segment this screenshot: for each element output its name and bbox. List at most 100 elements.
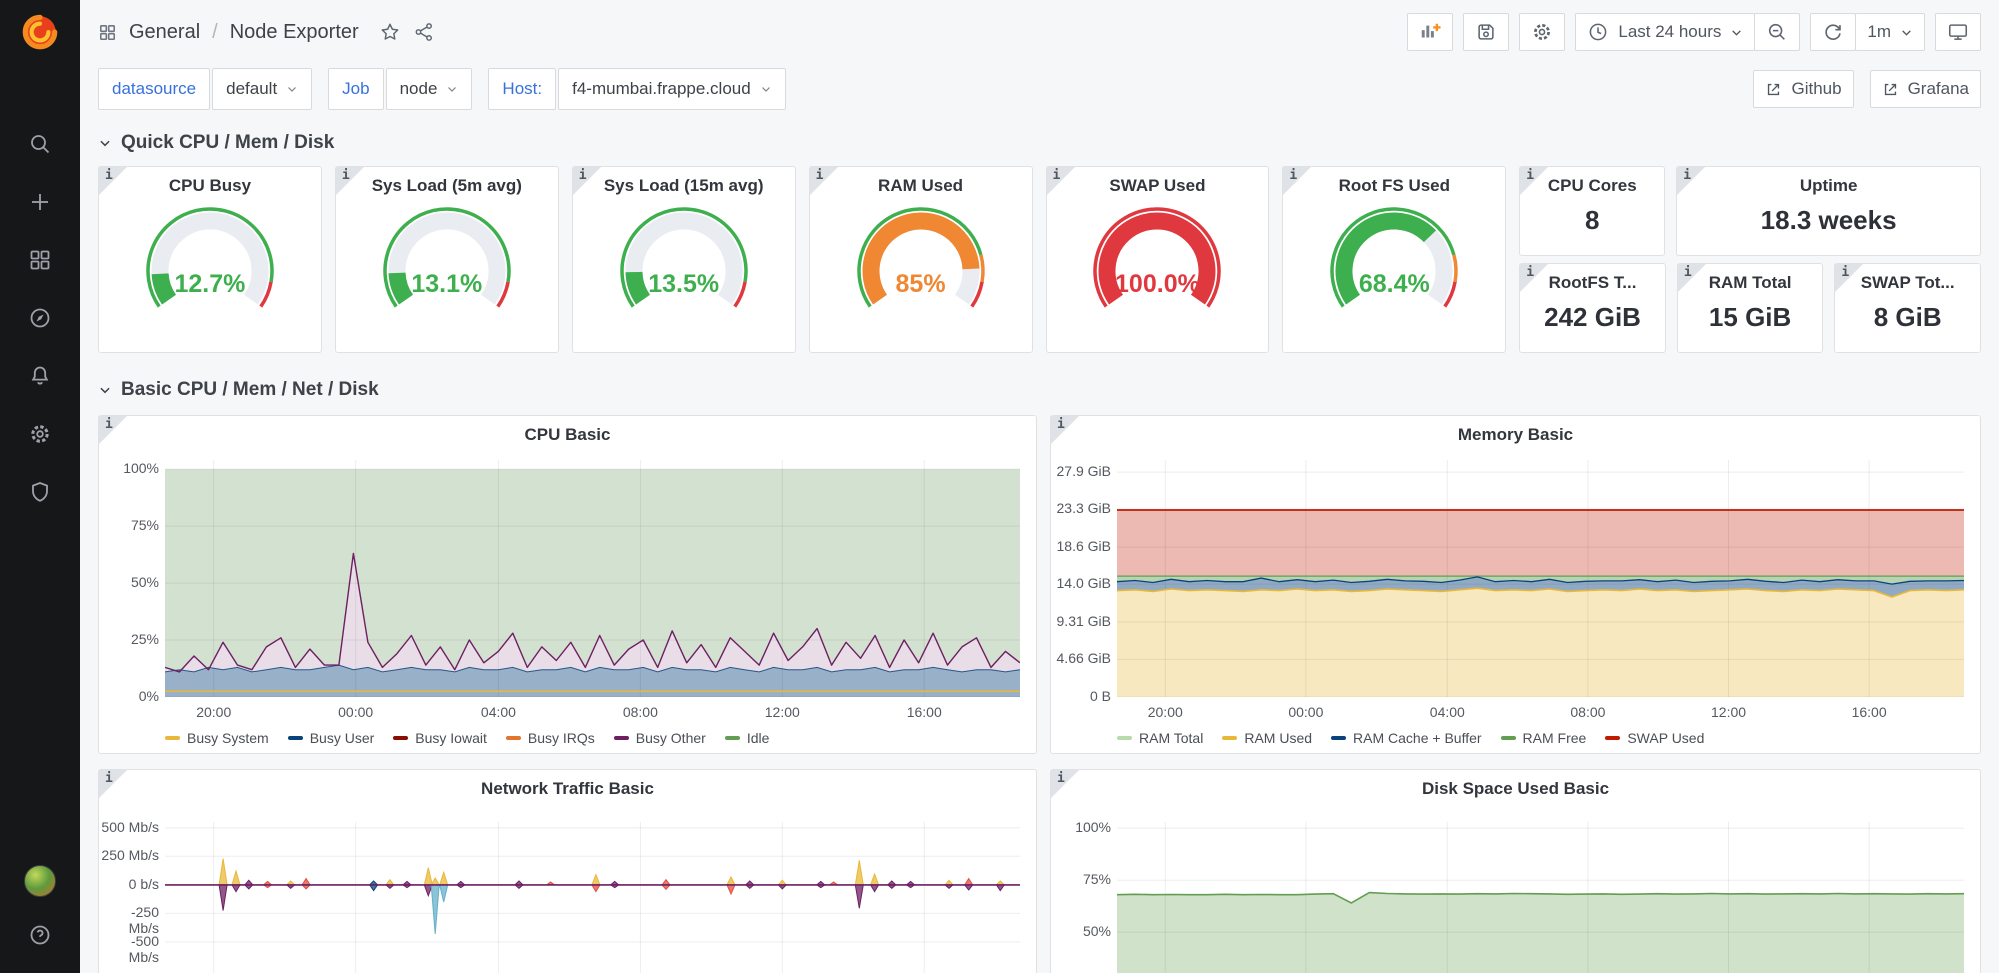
explore-compass-icon[interactable]	[28, 306, 52, 330]
legend-item[interactable]: SWAP Used	[1605, 730, 1704, 746]
panel-cpu-cores[interactable]: i CPU Cores 8	[1519, 166, 1665, 256]
panel-root-fs-used[interactable]: i Root FS Used 68.4%	[1282, 166, 1506, 353]
panel-swap-used[interactable]: i SWAP Used 100.0%	[1046, 166, 1270, 353]
panel-info-corner[interactable]: i	[99, 770, 127, 798]
server-admin-shield-icon[interactable]	[28, 480, 52, 504]
panel-swap-total[interactable]: i SWAP Tot... 8 GiB	[1834, 263, 1981, 353]
legend-item[interactable]: RAM Free	[1501, 730, 1587, 746]
panel-title[interactable]: CPU Busy	[99, 167, 321, 196]
panel-title[interactable]: Sys Load (5m avg)	[336, 167, 558, 196]
dashboards-grid-icon[interactable]	[28, 248, 52, 272]
row-header-quick[interactable]: Quick CPU / Mem / Disk	[98, 132, 1981, 154]
panel-info-corner[interactable]: i	[1051, 770, 1079, 798]
time-range-picker[interactable]: Last 24 hours	[1575, 13, 1755, 51]
panel-sys-load-15m[interactable]: i Sys Load (15m avg) 13.5%	[572, 166, 796, 353]
panel-memory-basic[interactable]: i Memory Basic 27.9 GiB23.3 GiB18.6 GiB1…	[1050, 415, 1981, 754]
create-plus-icon[interactable]	[28, 190, 52, 214]
panel-title[interactable]: Sys Load (15m avg)	[573, 167, 795, 196]
refresh-button[interactable]	[1810, 13, 1856, 51]
panel-title[interactable]: Memory Basic	[1051, 416, 1980, 445]
add-panel-button[interactable]	[1407, 13, 1453, 51]
grafana-link-button[interactable]: Grafana	[1870, 70, 1981, 108]
panel-title[interactable]: CPU Basic	[99, 416, 1036, 445]
panel-info-corner[interactable]: i	[810, 167, 838, 195]
star-icon[interactable]	[379, 21, 401, 43]
panel-title[interactable]: Uptime	[1677, 167, 1980, 196]
legend-swatch	[288, 736, 303, 740]
breadcrumb-title[interactable]: Node Exporter	[230, 21, 359, 44]
plot-area[interactable]	[1117, 822, 1964, 973]
plot-area[interactable]	[165, 460, 1020, 697]
zoom-out-time-button[interactable]	[1754, 13, 1800, 51]
panel-info-corner[interactable]: i	[573, 167, 601, 195]
panel-info-corner[interactable]: i	[1520, 167, 1548, 195]
refresh-group: 1m	[1810, 13, 1925, 51]
legend-item[interactable]: Busy System	[165, 730, 269, 746]
legend-item[interactable]: RAM Used	[1222, 730, 1312, 746]
quick-row: i CPU Busy 12.7% i Sys Load (5m avg) 13.…	[98, 166, 1981, 353]
user-avatar[interactable]	[24, 865, 56, 897]
panel-title[interactable]: Disk Space Used Basic	[1051, 770, 1980, 799]
legend-item[interactable]: Busy User	[288, 730, 375, 746]
panel-title[interactable]: Root FS Used	[1283, 167, 1505, 196]
stats-row-2: i RootFS T... 242 GiB i RAM Total 15 GiB…	[1519, 263, 1981, 353]
panel-disk-space-used-basic[interactable]: i Disk Space Used Basic 100%75%50%	[1050, 769, 1981, 973]
grafana-app: General / Node Exporter	[0, 0, 1999, 973]
panel-cpu-basic[interactable]: i CPU Basic 100%75%50%25%0%20:0000:0004:…	[98, 415, 1037, 754]
panel-uptime[interactable]: i Uptime 18.3 weeks	[1676, 166, 1981, 256]
dashboard-settings-button[interactable]	[1519, 13, 1565, 51]
configuration-gear-icon[interactable]	[28, 422, 52, 446]
panel-info-corner[interactable]: i	[1051, 416, 1079, 444]
x-axis-tick-label: 20:00	[182, 704, 246, 720]
breadcrumb-section[interactable]: General	[129, 21, 200, 44]
legend-item[interactable]: Busy IRQs	[506, 730, 595, 746]
panel-info-corner[interactable]: i	[1678, 264, 1706, 292]
save-dashboard-button[interactable]	[1463, 13, 1509, 51]
share-icon[interactable]	[413, 21, 435, 43]
panel-info-corner[interactable]: i	[336, 167, 364, 195]
panel-title[interactable]: Network Traffic Basic	[99, 770, 1036, 799]
variable-value-dropdown[interactable]: default	[212, 68, 312, 110]
variable-value-dropdown[interactable]: f4-mumbai.frappe.cloud	[558, 68, 786, 110]
legend-item[interactable]: RAM Total	[1117, 730, 1203, 746]
variable-value-dropdown[interactable]: node	[386, 68, 473, 110]
stat-value: 242 GiB	[1520, 302, 1665, 333]
row-header-basic[interactable]: Basic CPU / Mem / Net / Disk	[98, 379, 1981, 401]
panel-info-corner[interactable]: i	[1047, 167, 1075, 195]
legend-swatch	[614, 736, 629, 740]
panel-cpu-busy[interactable]: i CPU Busy 12.7%	[98, 166, 322, 353]
search-icon[interactable]	[28, 132, 52, 156]
panel-info-corner[interactable]: i	[1283, 167, 1311, 195]
panel-title[interactable]: SWAP Used	[1047, 167, 1269, 196]
plot-area[interactable]	[1117, 460, 1964, 697]
panel-info-corner[interactable]: i	[1677, 167, 1705, 195]
panel-info-corner[interactable]: i	[99, 416, 127, 444]
gauge-value: 12.7%	[99, 270, 321, 299]
panel-info-corner[interactable]: i	[1835, 264, 1863, 292]
panel-ram-used[interactable]: i RAM Used 85%	[809, 166, 1033, 353]
variable-value: node	[400, 79, 438, 99]
panel-ram-total[interactable]: i RAM Total 15 GiB	[1677, 263, 1824, 353]
legend-item[interactable]: RAM Cache + Buffer	[1331, 730, 1482, 746]
bottom-charts-row: i Network Traffic Basic 500 Mb/s250 Mb/s…	[98, 769, 1981, 973]
alerting-bell-icon[interactable]	[28, 364, 52, 388]
panel-title[interactable]: RAM Used	[810, 167, 1032, 196]
chevron-down-icon	[286, 83, 298, 95]
panel-sys-load-5m[interactable]: i Sys Load (5m avg) 13.1%	[335, 166, 559, 353]
plot-area[interactable]	[165, 822, 1020, 973]
refresh-interval-picker[interactable]: 1m	[1855, 13, 1925, 51]
cycle-view-mode-button[interactable]	[1935, 13, 1981, 51]
panel-rootfs-total[interactable]: i RootFS T... 242 GiB	[1519, 263, 1666, 353]
legend-item[interactable]: Busy Other	[614, 730, 706, 746]
legend-item[interactable]: Idle	[725, 730, 770, 746]
legend-swatch	[1605, 736, 1620, 740]
help-icon[interactable]	[28, 923, 52, 947]
panel-network-traffic-basic[interactable]: i Network Traffic Basic 500 Mb/s250 Mb/s…	[98, 769, 1037, 973]
panel-info-corner[interactable]: i	[1520, 264, 1548, 292]
legend-item[interactable]: Busy Iowait	[393, 730, 487, 746]
panel-info-corner[interactable]: i	[99, 167, 127, 195]
github-link-button[interactable]: Github	[1753, 70, 1853, 108]
breadcrumb: General / Node Exporter	[98, 21, 435, 44]
gauge-arc	[115, 201, 305, 330]
grafana-logo-icon[interactable]	[19, 10, 61, 52]
